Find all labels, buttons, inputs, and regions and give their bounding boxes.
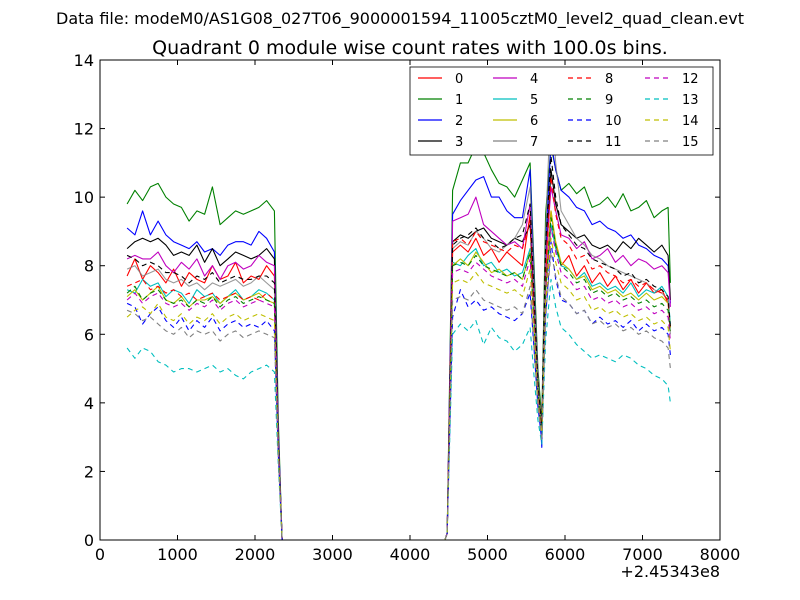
- legend-label-4: 4: [530, 72, 538, 87]
- legend-label-7: 7: [530, 135, 538, 150]
- series-line-15: [126, 251, 671, 540]
- y-tick-label: 14: [74, 51, 94, 70]
- series-line-1: [126, 145, 671, 540]
- series-line-0: [126, 210, 671, 540]
- series-line-5: [126, 224, 671, 540]
- x-tick-label: 7000: [622, 545, 663, 564]
- legend-label-6: 6: [530, 114, 538, 129]
- x-axis-offset-label: +2.45343e8: [620, 562, 720, 581]
- x-tick-label: 5000: [467, 545, 508, 564]
- series-line-10: [126, 241, 671, 540]
- legend-label-15: 15: [682, 135, 699, 150]
- series-line-7: [126, 93, 671, 540]
- y-tick-label: 6: [84, 325, 94, 344]
- y-tick-label: 12: [74, 120, 94, 139]
- series-line-8: [126, 176, 671, 540]
- legend-label-8: 8: [605, 72, 613, 87]
- y-tick-label: 4: [84, 394, 94, 413]
- series-layer: [126, 93, 671, 540]
- legend-label-13: 13: [682, 93, 699, 108]
- x-tick-label: 2000: [235, 545, 276, 564]
- y-tick-label: 2: [84, 462, 94, 481]
- x-tick-label: 1000: [157, 545, 198, 564]
- series-line-2: [126, 141, 671, 540]
- series-line-12: [126, 227, 671, 540]
- legend-label-11: 11: [605, 135, 622, 150]
- series-line-3: [126, 169, 671, 540]
- data-file-suptitle: Data file: modeM0/AS1G08_027T06_90000015…: [56, 9, 744, 29]
- axis-ticks: 0 1000 2000 3000 4000 5000 6000 7000 80000246810…: [74, 51, 741, 564]
- x-tick-label: 8000: [700, 545, 741, 564]
- legend-label-2: 2: [455, 114, 463, 129]
- legend-label-5: 5: [530, 93, 538, 108]
- series-line-9: [126, 217, 671, 540]
- series-line-4: [126, 186, 671, 540]
- series-line-6: [126, 210, 671, 540]
- y-tick-label: 10: [74, 188, 94, 207]
- legend-label-14: 14: [682, 114, 699, 129]
- x-tick-label: 4000: [390, 545, 431, 564]
- series-line-14: [126, 237, 671, 540]
- chart-title: Quadrant 0 module wise count rates with …: [152, 37, 668, 59]
- x-tick-label: 0: [95, 545, 105, 564]
- x-tick-label: 3000: [312, 545, 353, 564]
- legend-frame: [409, 66, 714, 156]
- y-tick-label: 0: [84, 531, 94, 550]
- legend-label-0: 0: [455, 72, 463, 87]
- series-line-13: [126, 278, 671, 540]
- legend-label-9: 9: [605, 93, 613, 108]
- y-tick-label: 8: [84, 257, 94, 276]
- legend-label-1: 1: [455, 93, 463, 108]
- legend-label-3: 3: [455, 135, 463, 150]
- legend-label-10: 10: [605, 114, 622, 129]
- x-tick-label: 6000: [545, 545, 586, 564]
- legend-label-12: 12: [682, 72, 699, 87]
- series-line-11: [126, 155, 671, 540]
